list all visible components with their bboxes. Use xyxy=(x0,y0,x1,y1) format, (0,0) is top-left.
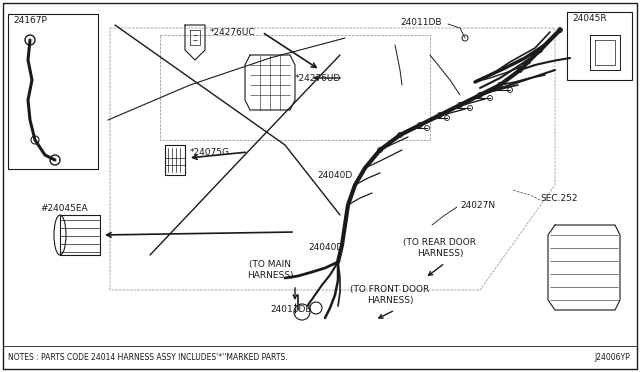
Text: J24006YP: J24006YP xyxy=(595,353,630,362)
Text: 24027N: 24027N xyxy=(460,201,495,209)
Text: *24276UD: *24276UD xyxy=(295,74,341,83)
Text: #24045EA: #24045EA xyxy=(40,203,88,212)
Text: 24040D: 24040D xyxy=(317,170,353,180)
Text: *24276UC: *24276UC xyxy=(210,28,255,36)
Bar xyxy=(8,14,98,169)
Text: 24011DB: 24011DB xyxy=(270,305,312,314)
Text: *24075G: *24075G xyxy=(190,148,230,157)
Text: 24011DB: 24011DB xyxy=(400,17,442,26)
Text: SEC.252: SEC.252 xyxy=(540,193,577,202)
Text: (TO REAR DOOR
HARNESS): (TO REAR DOOR HARNESS) xyxy=(403,238,477,258)
Text: 24167P: 24167P xyxy=(13,16,47,25)
Text: (TO MAIN
HARNESS): (TO MAIN HARNESS) xyxy=(247,260,293,280)
Text: (TO FRONT DOOR
HARNESS): (TO FRONT DOOR HARNESS) xyxy=(350,285,429,305)
Text: 24045R: 24045R xyxy=(572,13,607,22)
Text: NOTES : PARTS CODE 24014 HARNESS ASSY INCLUDES'*''MARKED PARTS.: NOTES : PARTS CODE 24014 HARNESS ASSY IN… xyxy=(8,353,287,362)
Text: 24040D: 24040D xyxy=(308,244,343,253)
Bar xyxy=(567,12,632,80)
